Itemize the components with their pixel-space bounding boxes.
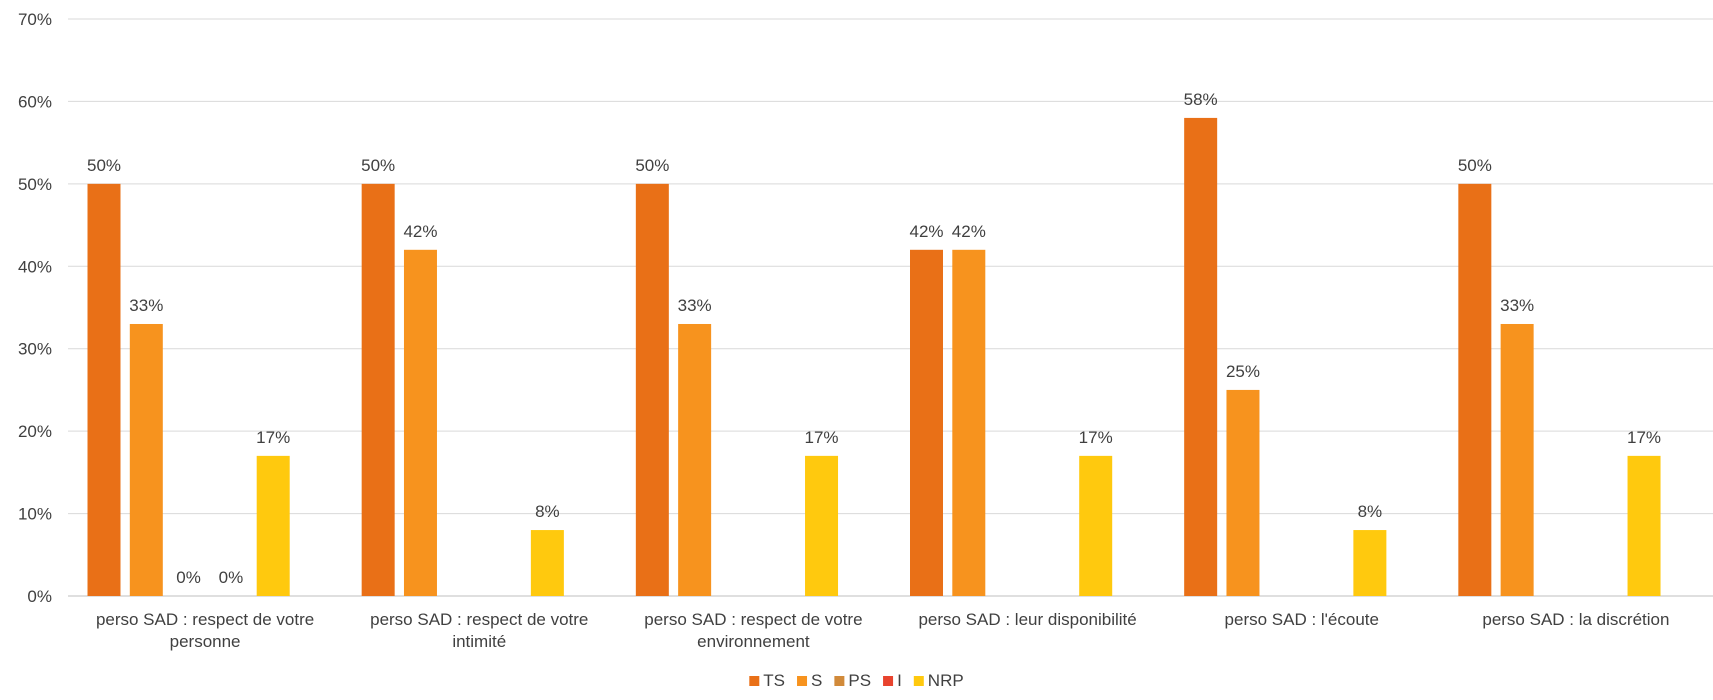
y-tick-label: 20% (18, 422, 52, 441)
category-label: perso SAD : l'écoute (1225, 610, 1379, 629)
category-label: environnement (697, 632, 810, 651)
bar (1458, 183, 1492, 596)
legend-swatch (834, 676, 845, 686)
data-label: 8% (535, 502, 560, 521)
bar (1353, 530, 1387, 596)
bar (530, 530, 564, 596)
legend-label: S (811, 671, 822, 690)
y-tick-label: 40% (18, 257, 52, 276)
bar (1500, 323, 1534, 596)
data-label: 33% (129, 296, 163, 315)
data-label: 17% (1079, 428, 1113, 447)
legend-swatch (913, 676, 924, 686)
legend-label: TS (763, 671, 785, 690)
category-label: perso SAD : respect de votre (96, 610, 314, 629)
y-tick-label: 30% (18, 340, 52, 359)
category-label: perso SAD : leur disponibilité (918, 610, 1136, 629)
y-tick-label: 10% (18, 505, 52, 524)
data-label: 17% (1627, 428, 1661, 447)
y-tick-label: 70% (18, 10, 52, 29)
data-label: 25% (1226, 362, 1260, 381)
legend-swatch (883, 676, 894, 686)
bar (361, 183, 395, 596)
data-label: 50% (87, 156, 121, 175)
bar (1184, 117, 1218, 597)
y-tick-label: 50% (18, 175, 52, 194)
category-label: perso SAD : la discrétion (1482, 610, 1669, 629)
bar (129, 323, 163, 596)
legend-swatch (797, 676, 808, 686)
data-label: 33% (678, 296, 712, 315)
data-label: 50% (361, 156, 395, 175)
data-label: 50% (635, 156, 669, 175)
bar (1226, 389, 1260, 596)
data-labels: 50% 33% 0% 0% 17% 50% 42% 8% 50% 33% 17% 42% 42% 17% 5… (87, 90, 1661, 587)
bar (910, 249, 943, 597)
legend-swatch (749, 676, 760, 686)
data-label: 33% (1500, 296, 1534, 315)
y-axis-ticks: 0% 10% 20% 30% 40% 50% 60% 70% (18, 10, 52, 606)
category-label: intimité (452, 632, 506, 651)
legend: TS S PS I NRP (749, 671, 964, 690)
data-label: 17% (256, 428, 290, 447)
legend-label: NRP (928, 671, 964, 690)
bars (87, 117, 1661, 597)
category-label: personne (170, 632, 241, 651)
bar (256, 455, 290, 596)
data-label: 17% (805, 428, 839, 447)
category-label: perso SAD : respect de votre (644, 610, 862, 629)
data-label: 58% (1184, 90, 1218, 109)
legend-label: I (897, 671, 902, 690)
data-label: 42% (952, 222, 986, 241)
category-label: perso SAD : respect de votre (370, 610, 588, 629)
data-label: 0% (176, 568, 201, 587)
bar (87, 183, 121, 596)
bar (678, 323, 712, 596)
data-label: 0% (219, 568, 244, 587)
y-tick-label: 0% (27, 587, 52, 606)
x-axis-categories: perso SAD : respect de votre personne pers… (96, 610, 1670, 651)
bar (952, 249, 986, 597)
bar (403, 249, 437, 597)
bar (1079, 455, 1113, 596)
data-label: 50% (1458, 156, 1492, 175)
legend-label: PS (848, 671, 871, 690)
data-label: 8% (1358, 502, 1383, 521)
bar (635, 183, 669, 596)
data-label: 42% (403, 222, 437, 241)
gridlines (68, 18, 1713, 597)
bar (805, 455, 839, 596)
data-label: 42% (909, 222, 943, 241)
y-tick-label: 60% (18, 92, 52, 111)
bar (1627, 455, 1661, 596)
